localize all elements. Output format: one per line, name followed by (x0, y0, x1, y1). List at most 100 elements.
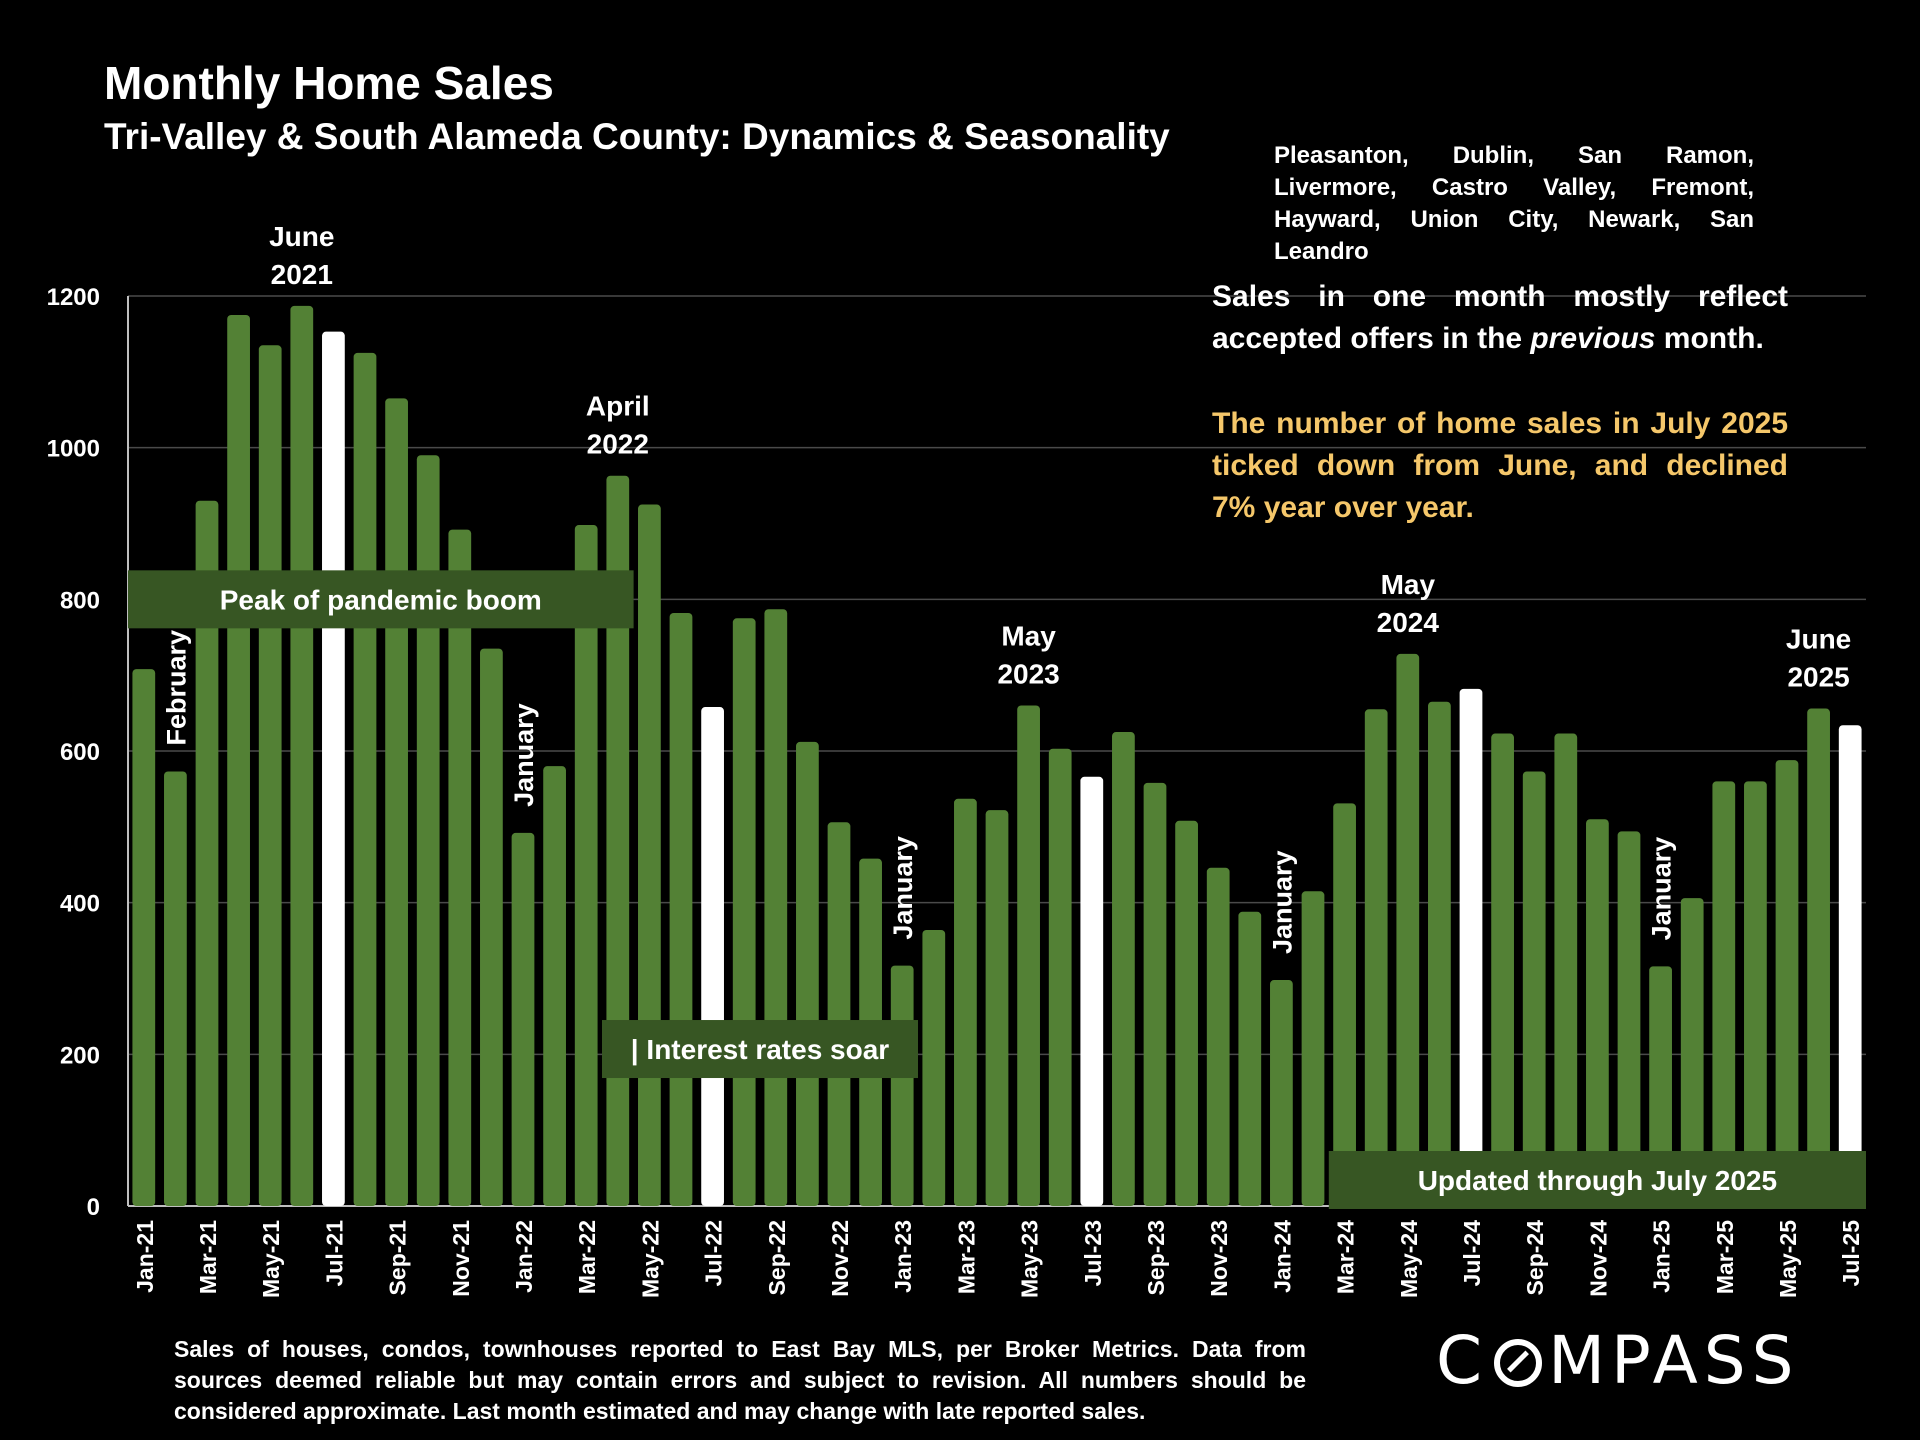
bar (638, 504, 661, 1207)
banners: Peak of pandemic boom | Interest rates so… (128, 570, 1866, 1209)
bar (480, 648, 503, 1206)
x-tick-label: Jul-21 (321, 1220, 347, 1287)
bar-highlight (1838, 725, 1862, 1206)
bar (985, 810, 1009, 1206)
banner-label: | Interest rates soar (631, 1034, 890, 1065)
logo-letters-mpass: MPASS (1548, 1322, 1800, 1399)
month-label: January (509, 703, 539, 807)
bar (669, 612, 693, 1206)
bar (290, 305, 314, 1206)
x-tick-label: Jul-23 (1080, 1220, 1106, 1286)
x-tick-label: Jan-24 (1269, 1220, 1295, 1293)
bar (1017, 705, 1040, 1206)
x-tick-label: Nov-21 (448, 1220, 474, 1297)
reflect-note-emphasis: previous (1530, 322, 1656, 355)
summary-note: The number of home sales in July 2025 ti… (1212, 407, 1788, 524)
bar (385, 398, 408, 1206)
x-tick-label: May-24 (1396, 1220, 1422, 1298)
bar (258, 345, 282, 1207)
peak-label-line: June (269, 221, 334, 252)
bar (543, 766, 566, 1206)
x-tick-label: Sep-22 (764, 1220, 790, 1295)
bar (1238, 911, 1262, 1206)
reflect-note: Sales in one month mostly reflect accept… (1212, 276, 1788, 360)
y-tick-label: 600 (60, 739, 100, 766)
bar (1364, 709, 1388, 1206)
bar (353, 352, 377, 1206)
x-tick-label: Sep-21 (385, 1220, 411, 1296)
peak-label-line: May (1001, 621, 1056, 652)
banner-label: Peak of pandemic boom (220, 584, 542, 615)
month-label: February (161, 630, 191, 746)
x-tick-label: Jul-25 (1838, 1220, 1864, 1287)
bar (195, 500, 219, 1206)
chart-title: Monthly Home Sales (104, 57, 554, 109)
bar (764, 609, 788, 1206)
peak-label-line: April (586, 391, 650, 422)
chart-subtitle: Tri-Valley & South Alameda County: Dynam… (104, 116, 1170, 157)
bar (1807, 708, 1830, 1206)
x-tick-label: May-23 (1017, 1220, 1043, 1298)
bar (132, 669, 156, 1206)
bar (1333, 803, 1356, 1206)
reflect-note-start: Sales in one month mostly reflect accept… (1212, 280, 1788, 355)
x-tick-label: Jan-21 (132, 1220, 158, 1293)
x-tick-label: Mar-21 (195, 1220, 221, 1294)
y-tick-label: 400 (60, 891, 100, 918)
x-tick-label: Mar-24 (1333, 1220, 1359, 1294)
x-tick-label: Mar-23 (953, 1220, 979, 1294)
banner-box (602, 1020, 918, 1079)
logo-letter-c: C (1436, 1322, 1489, 1399)
x-tick-label: Nov-22 (827, 1220, 853, 1297)
bar (1712, 781, 1736, 1206)
y-tick-label: 1000 (47, 436, 100, 463)
bar (922, 929, 946, 1206)
bar (1491, 733, 1514, 1206)
peak-label: May 2023 (997, 621, 1059, 690)
x-tick-label: Nov-23 (1206, 1220, 1232, 1297)
bar (1649, 966, 1672, 1206)
bar (574, 525, 598, 1206)
bar (1586, 819, 1609, 1206)
bar (227, 314, 250, 1206)
bar (1396, 653, 1420, 1206)
x-tick-label: May-21 (258, 1220, 284, 1298)
x-tick-label: Jul-22 (701, 1220, 727, 1286)
bar (796, 741, 819, 1206)
x-axis-ticks: Jan-21 Mar-21 May-21 Jul-21 Sep-21 Nov-21 Jan-… (132, 1220, 1864, 1298)
month-label: January (888, 836, 918, 940)
x-tick-label: Nov-24 (1585, 1220, 1611, 1297)
month-label: January (1647, 837, 1677, 941)
banner-label: Updated through July 2025 (1418, 1165, 1777, 1196)
bar (890, 965, 914, 1206)
bar (1048, 748, 1072, 1206)
bar (1112, 732, 1135, 1206)
month-label: January (1267, 850, 1297, 954)
peak-label-line: 2023 (997, 659, 1059, 690)
bar (827, 822, 851, 1206)
bar (1270, 980, 1293, 1206)
bar (1206, 867, 1230, 1206)
bar (511, 832, 535, 1206)
peak-label-line: May (1381, 569, 1436, 600)
peak-label-line: 2021 (271, 259, 333, 290)
peak-label-line: June (1786, 624, 1851, 655)
bar (1617, 831, 1641, 1206)
peak-label: June 2025 (1786, 624, 1851, 693)
y-tick-label: 1200 (47, 284, 100, 311)
x-tick-label: Jan-22 (511, 1220, 537, 1293)
bar-highlight (1459, 688, 1483, 1206)
y-tick-label: 800 (60, 587, 100, 614)
bar (1744, 781, 1767, 1206)
y-tick-label: 200 (60, 1042, 100, 1069)
banner-box (1328, 1151, 1866, 1209)
bar (1143, 782, 1167, 1206)
bar (1775, 760, 1799, 1206)
cities-list: Pleasanton, Dublin, San Ramon, Livermore… (1274, 142, 1754, 265)
x-tick-label: Jul-24 (1459, 1220, 1485, 1287)
x-tick-label: Sep-24 (1522, 1220, 1548, 1296)
bar (164, 771, 187, 1206)
reflect-note-end: month. (1655, 322, 1764, 355)
bar (448, 529, 472, 1206)
peak-label-line: 2024 (1377, 607, 1440, 638)
